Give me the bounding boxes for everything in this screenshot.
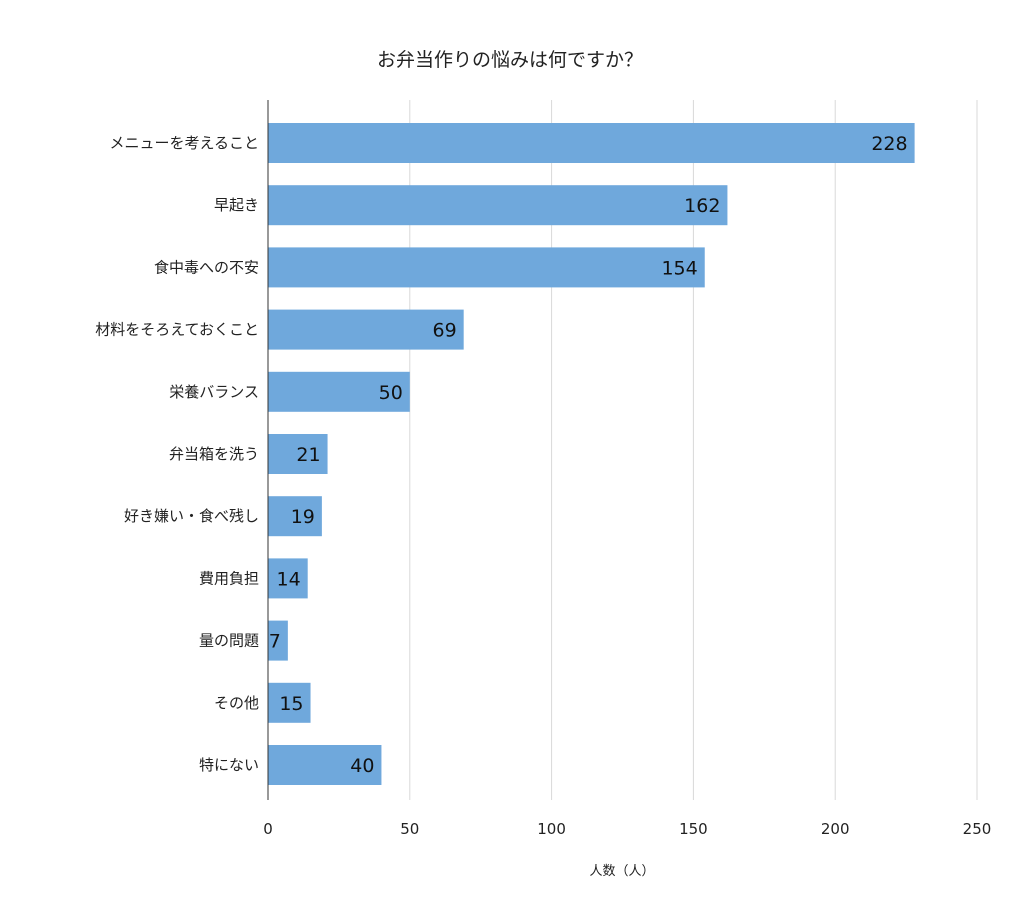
category-label: 特にない bbox=[199, 756, 259, 774]
data-label: 50 bbox=[379, 382, 403, 404]
data-label: 7 bbox=[269, 631, 281, 653]
category-label: 栄養バランス bbox=[169, 383, 259, 401]
x-tick-label: 100 bbox=[537, 820, 566, 838]
x-tick-label: 0 bbox=[263, 820, 273, 838]
category-label: 量の問題 bbox=[199, 632, 259, 650]
data-label: 15 bbox=[279, 693, 303, 715]
bar bbox=[268, 371, 410, 412]
bar bbox=[268, 682, 311, 723]
category-label: メニューを考えること bbox=[109, 134, 259, 152]
bar bbox=[268, 309, 464, 350]
data-label: 154 bbox=[661, 257, 697, 279]
data-label: 162 bbox=[684, 195, 720, 217]
bars bbox=[268, 123, 915, 785]
data-labels: 228 162 154 69 50 21 19 14 7 15 40 bbox=[269, 133, 908, 777]
bar bbox=[268, 558, 308, 599]
category-label: 費用負担 bbox=[199, 569, 259, 587]
category-labels: メニューを考えること早起き食中毒への不安材料をそろえておくこと栄養バランス弁当箱… bbox=[95, 134, 259, 774]
category-label: 材料をそろえておくこと bbox=[95, 321, 259, 339]
bar bbox=[268, 745, 382, 785]
x-tick-labels: 0 50 100 150 200 250 bbox=[263, 820, 991, 838]
bar bbox=[268, 496, 322, 537]
bar bbox=[268, 434, 328, 474]
x-tick-label: 150 bbox=[679, 820, 708, 838]
data-label: 21 bbox=[296, 444, 320, 466]
bar bbox=[268, 185, 728, 226]
category-label: 好き嫌い・食べ残し bbox=[124, 507, 259, 525]
data-label: 228 bbox=[871, 133, 907, 155]
x-tick-label: 250 bbox=[963, 820, 992, 838]
data-label: 40 bbox=[350, 755, 374, 777]
category-label: 食中毒への不安 bbox=[154, 258, 259, 276]
x-tick-label: 50 bbox=[400, 820, 419, 838]
chart-title: お弁当作りの悩みは何ですか？ bbox=[377, 49, 643, 71]
x-axis-title: 人数（人） bbox=[589, 864, 654, 879]
x-tick-label: 200 bbox=[821, 820, 850, 838]
bar bbox=[268, 620, 288, 661]
category-label: その他 bbox=[214, 694, 259, 712]
bar bbox=[268, 123, 915, 163]
data-label: 19 bbox=[291, 506, 315, 528]
data-label: 69 bbox=[432, 320, 456, 342]
data-label: 14 bbox=[277, 568, 301, 590]
bar bbox=[268, 247, 705, 288]
category-label: 弁当箱を洗う bbox=[169, 445, 259, 463]
category-label: 早起き bbox=[214, 196, 259, 214]
